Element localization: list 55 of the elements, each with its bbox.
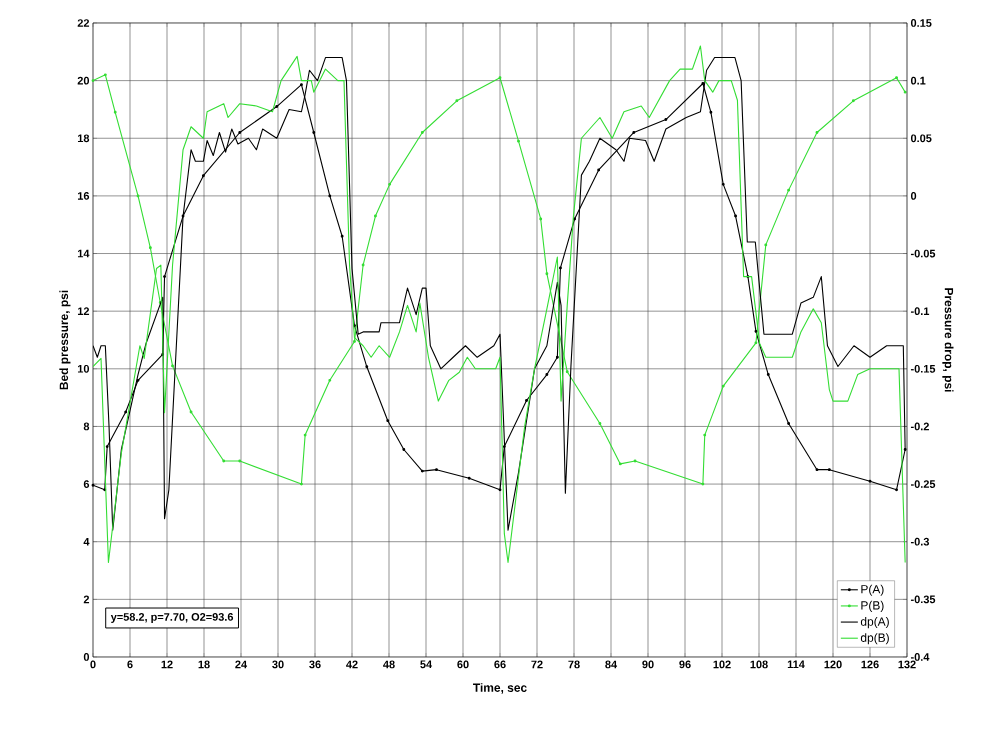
y2-tick-label: -0.3 xyxy=(910,537,930,546)
x-tick-label: 54 xyxy=(420,660,433,669)
y-tick-label: 22 xyxy=(77,19,90,27)
legend-label: P(B) xyxy=(861,600,884,612)
y2-tick-label: -0.35 xyxy=(910,595,936,604)
y-tick-label: 8 xyxy=(83,422,90,431)
y-tick-label: 4 xyxy=(83,537,90,546)
y-tick-label: 2 xyxy=(83,595,90,604)
annotation: y=58.2, p=7.70, O2=93.6 xyxy=(110,613,234,623)
x-tick-label: 24 xyxy=(235,660,248,669)
y-axis-title: Bed pressure, psi xyxy=(59,290,71,390)
y2-tick-label: -0.05 xyxy=(910,249,936,258)
y-tick-label: 0 xyxy=(83,653,90,661)
x-tick-label: 108 xyxy=(750,660,768,669)
y-tick-label: 10 xyxy=(77,364,90,373)
y2-tick-label: 0.15 xyxy=(910,19,932,27)
x-tick-label: 126 xyxy=(861,660,879,669)
y2-tick-label: -0.15 xyxy=(910,364,936,373)
y-tick-label: 14 xyxy=(77,249,90,258)
y2-tick-label: 0.05 xyxy=(910,134,932,143)
x-tick-label: 18 xyxy=(198,660,210,669)
x-tick-label: 102 xyxy=(713,660,731,669)
x-tick-label: 90 xyxy=(642,660,654,669)
legend-label: dp(A) xyxy=(860,617,889,629)
x-tick-label: 12 xyxy=(161,660,173,669)
y2-tick-label: 0 xyxy=(910,192,917,200)
y-tick-label: 20 xyxy=(77,76,90,85)
x-tick-label: 120 xyxy=(824,660,842,669)
y2-tick-label: 0.1 xyxy=(910,76,926,85)
x-tick-label: 30 xyxy=(272,660,284,669)
y-tick-label: 12 xyxy=(77,307,90,315)
y-tick-label: 6 xyxy=(83,480,90,488)
y2-tick-label: -0.4 xyxy=(910,653,930,661)
x-tick-label: 48 xyxy=(383,660,395,669)
y2-tick-label: -0.1 xyxy=(910,307,930,316)
x-tick-label: 84 xyxy=(605,660,618,669)
y-tick-label: 16 xyxy=(77,192,90,200)
y2-axis-title: Pressure drop, psi xyxy=(942,288,954,392)
x-tick-label: 114 xyxy=(787,660,805,669)
x-tick-label: 72 xyxy=(531,660,543,669)
x-tick-label: 78 xyxy=(568,660,580,669)
x-tick-label: 66 xyxy=(494,660,506,669)
x-tick-label: 6 xyxy=(127,660,133,669)
y2-tick-label: -0.2 xyxy=(910,422,929,431)
x-tick-label: 60 xyxy=(457,660,469,669)
x-tick-label: 0 xyxy=(90,660,96,669)
x-tick-label: 42 xyxy=(346,660,358,669)
legend-label: dp(B) xyxy=(860,633,889,645)
x-tick-label: 36 xyxy=(309,660,321,669)
y2-tick-label: -0.25 xyxy=(910,480,936,488)
legend-label: P(A) xyxy=(861,584,884,596)
x-tick-label: 96 xyxy=(679,660,691,669)
y-tick-label: 18 xyxy=(77,134,90,143)
x-tick-label: 132 xyxy=(898,660,916,669)
x-axis-title: Time, sec xyxy=(473,683,527,694)
